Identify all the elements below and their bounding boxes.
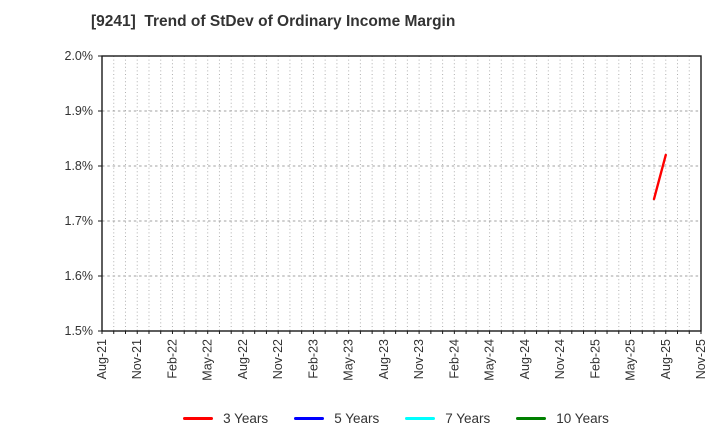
legend-line-5-years-icon bbox=[294, 416, 325, 420]
chart-title: [9241] Trend of StDev of Ordinary Income… bbox=[91, 13, 456, 30]
x-tick-label: Nov-22 bbox=[271, 339, 285, 379]
y-tick-label: 1.6% bbox=[65, 269, 94, 283]
x-tick-label: Nov-21 bbox=[130, 339, 144, 379]
legend-line-3-years-icon bbox=[183, 416, 214, 420]
legend-label-5-years: 5 Years bbox=[334, 410, 380, 426]
x-tick-label: Aug-22 bbox=[236, 339, 250, 379]
series-line-3-years bbox=[652, 153, 667, 201]
x-tick-label: May-24 bbox=[483, 339, 497, 381]
x-tick-label: May-22 bbox=[201, 339, 215, 381]
y-tick-label: 1.5% bbox=[65, 324, 94, 338]
legend-label-10-years: 10 Years bbox=[556, 410, 609, 426]
legend-line-10-years-icon bbox=[516, 416, 547, 420]
x-tick-label: Aug-25 bbox=[659, 339, 673, 379]
x-tick-label: Nov-25 bbox=[694, 339, 708, 379]
legend: 3 Years 5 Years 7 Years 10 Years bbox=[72, 406, 720, 430]
y-tick-label: 1.8% bbox=[65, 159, 94, 173]
x-tick-label: Feb-24 bbox=[447, 339, 461, 379]
x-tick-label: May-23 bbox=[342, 339, 356, 381]
x-tick-label: Feb-22 bbox=[165, 339, 179, 379]
y-tick-label: 2.0% bbox=[65, 49, 94, 63]
legend-label-3-years: 3 Years bbox=[223, 410, 269, 426]
y-tick-label: 1.7% bbox=[65, 214, 94, 228]
legend-item-5-years: 5 Years bbox=[294, 411, 379, 426]
x-tick-label: Aug-21 bbox=[95, 339, 109, 379]
x-tick-label: Nov-24 bbox=[553, 339, 567, 379]
x-tick-label: Feb-25 bbox=[588, 339, 602, 379]
legend-item-7-years: 7 Years bbox=[405, 411, 490, 426]
legend-item-3-years: 3 Years bbox=[183, 411, 268, 426]
x-tick-label: Aug-23 bbox=[377, 339, 391, 379]
legend-item-10-years: 10 Years bbox=[516, 411, 609, 426]
plot-border bbox=[101, 55, 702, 332]
x-tick-label: Nov-23 bbox=[412, 339, 426, 379]
y-tick-label: 1.9% bbox=[65, 104, 94, 118]
x-tick-label: Feb-23 bbox=[306, 339, 320, 379]
x-tick-label: Aug-24 bbox=[518, 339, 532, 379]
legend-line-7-years-icon bbox=[405, 416, 436, 420]
legend-label-7-years: 7 Years bbox=[445, 410, 491, 426]
x-tick-label: May-25 bbox=[624, 339, 638, 381]
plot-area: 2.0% 1.9% 1.8% 1.7% 1.6% 1.5%Aug-21 Nov-21 Feb-… bbox=[65, 49, 709, 381]
